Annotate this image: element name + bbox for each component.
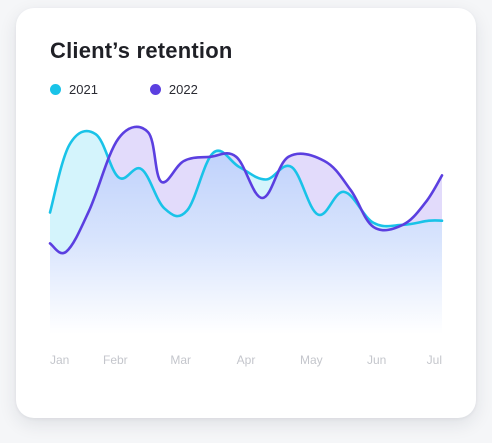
legend-marker-2021 <box>50 84 61 95</box>
x-tick-may: May <box>300 353 323 367</box>
x-tick-apr: Apr <box>237 353 256 367</box>
legend-item-2021[interactable]: 2021 <box>50 82 98 97</box>
x-tick-mar: Mar <box>170 353 191 367</box>
chart-legend: 2021 2022 <box>50 82 250 97</box>
legend-label-2022: 2022 <box>168 82 198 97</box>
x-tick-febr: Febr <box>103 353 128 367</box>
x-tick-jun: Jun <box>367 353 386 367</box>
legend-label-2021: 2021 <box>69 82 98 97</box>
retention-area-chart: Jan Febr Mar Apr May Jun Jul <box>48 125 444 367</box>
legend-item-2022[interactable]: 2022 <box>149 82 198 97</box>
line-series-2021[interactable] <box>48 129 444 228</box>
chart-card: Client’s retention 2021 2022 Jan Febr Mar A… <box>16 8 476 418</box>
line-series-2022[interactable] <box>48 125 444 255</box>
x-tick-jan: Jan <box>50 353 69 367</box>
x-axis: Jan Febr Mar Apr May Jun Jul <box>50 353 442 367</box>
chart-title: Client’s retention <box>50 38 233 63</box>
x-tick-jul: Jul <box>427 353 442 367</box>
chart-lines <box>48 125 444 255</box>
legend-marker-2022 <box>149 84 161 95</box>
